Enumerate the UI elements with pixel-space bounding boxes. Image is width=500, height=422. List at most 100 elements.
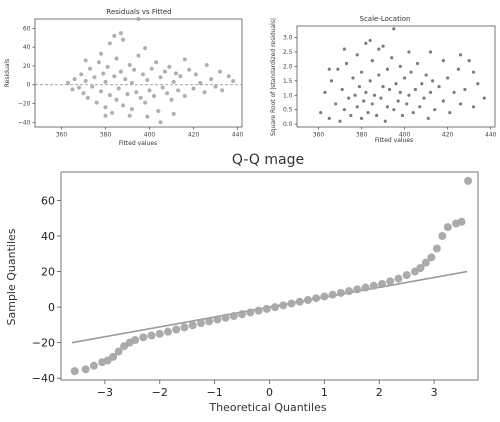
y-tick-label: 2.5	[283, 49, 293, 56]
data-point	[411, 110, 415, 115]
y-tick-label: 1.5	[283, 78, 293, 85]
data-point	[398, 64, 402, 68]
data-point	[420, 82, 424, 86]
data-point	[344, 61, 349, 66]
chart-title: Residuals vs Fitted	[106, 8, 171, 16]
data-point	[96, 60, 101, 65]
data-point	[238, 310, 247, 319]
x-tick-label: 440	[485, 132, 497, 139]
data-point	[109, 352, 118, 361]
data-point	[369, 281, 378, 290]
y-tick-label: 0	[48, 301, 55, 314]
data-point	[217, 69, 222, 74]
data-point	[303, 296, 312, 304]
data-point	[351, 76, 355, 80]
data-point	[375, 113, 379, 118]
x-tick-label: 360	[56, 132, 68, 139]
data-point	[118, 69, 123, 74]
data-point	[428, 50, 433, 54]
data-point	[471, 105, 476, 109]
x-tick-label: 1	[321, 386, 328, 399]
y-tick-label: 60	[41, 194, 55, 207]
x-tick-label: 440	[232, 132, 244, 139]
data-point	[407, 50, 411, 54]
data-point	[205, 317, 214, 326]
y-tick-label: −40	[18, 119, 31, 126]
data-point	[362, 99, 366, 103]
data-point	[165, 91, 170, 96]
data-point	[103, 79, 108, 84]
data-point	[426, 116, 430, 120]
data-point	[101, 71, 106, 76]
data-point	[392, 27, 396, 31]
x-axis-label: Fitted values	[119, 140, 157, 147]
data-point	[116, 86, 121, 91]
data-point	[66, 80, 71, 85]
data-point	[231, 78, 236, 83]
data-point	[319, 110, 323, 115]
data-point	[422, 96, 426, 100]
data-point	[355, 105, 359, 109]
data-point	[424, 73, 428, 77]
data-point	[456, 67, 461, 71]
data-point	[178, 74, 183, 79]
data-point	[353, 285, 362, 294]
data-point	[99, 89, 104, 94]
data-point	[158, 120, 163, 125]
data-point	[123, 77, 128, 82]
data-point	[430, 79, 435, 83]
plot-frame	[296, 25, 496, 128]
data-point	[413, 87, 417, 92]
data-point	[372, 93, 377, 97]
data-point	[129, 107, 134, 112]
data-point	[221, 313, 230, 322]
x-tick-label: 2	[376, 386, 383, 399]
data-point	[92, 75, 97, 80]
data-point	[342, 47, 346, 51]
data-point	[209, 77, 214, 82]
data-point	[394, 82, 398, 86]
data-point	[191, 86, 196, 91]
data-point	[85, 95, 90, 100]
data-point	[134, 90, 139, 95]
y-tick-label: 0.0	[283, 121, 293, 128]
data-point	[402, 271, 411, 280]
data-point	[229, 312, 238, 320]
data-point	[72, 77, 77, 82]
data-point	[169, 97, 174, 102]
qq-plot-chart: Q-Q mage −3 −2 −1 0 1 2 3 −40 −20 0 20 40 60 Theore…	[5, 152, 479, 414]
data-point	[340, 87, 344, 92]
data-point	[464, 176, 473, 185]
data-point	[427, 253, 436, 262]
x-tick-label: 3	[431, 386, 438, 399]
data-point	[409, 70, 413, 74]
data-point	[368, 38, 372, 43]
data-point	[476, 82, 480, 86]
data-point	[187, 67, 192, 72]
data-point	[114, 56, 119, 61]
data-point	[386, 277, 395, 286]
data-point	[81, 365, 90, 374]
data-point	[140, 72, 145, 77]
data-point	[385, 67, 389, 71]
y-tick-label: 2.0	[283, 63, 293, 70]
data-point	[359, 116, 364, 120]
data-point	[279, 301, 288, 310]
data-point	[336, 288, 345, 297]
data-point	[226, 74, 231, 79]
data-point	[437, 85, 441, 89]
data-point	[415, 61, 420, 66]
data-point	[400, 113, 405, 118]
data-point	[94, 100, 99, 105]
data-point	[118, 31, 123, 36]
data-point	[355, 53, 359, 57]
data-point	[83, 78, 88, 83]
chart-title: Scale-Location	[360, 15, 411, 23]
data-point	[204, 63, 209, 68]
data-point	[392, 108, 396, 112]
data-point	[171, 79, 176, 84]
data-point	[345, 287, 354, 296]
data-point	[160, 85, 165, 90]
data-point	[338, 119, 342, 123]
data-point	[107, 93, 112, 98]
